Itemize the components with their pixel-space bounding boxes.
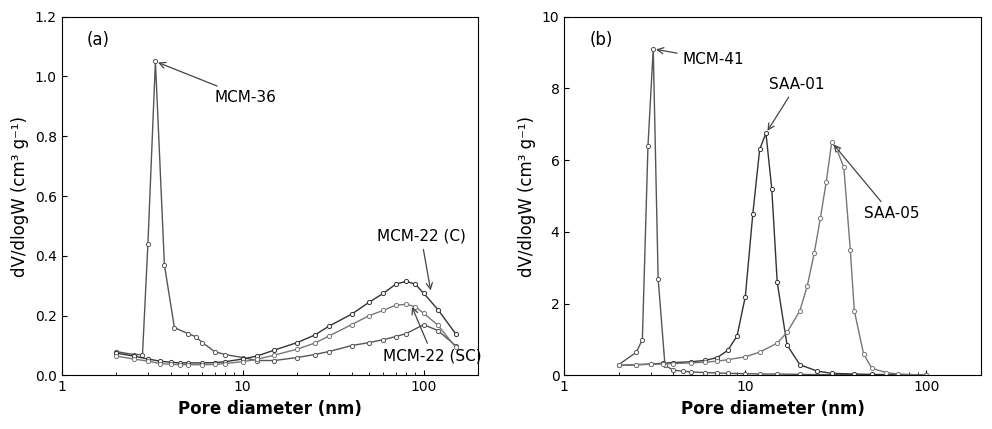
Text: MCM-22 (C): MCM-22 (C) — [377, 229, 465, 289]
Y-axis label: dV/dlogW (cm³ g⁻¹): dV/dlogW (cm³ g⁻¹) — [11, 115, 29, 277]
Text: MCM-22 (SC): MCM-22 (SC) — [384, 308, 482, 363]
Text: MCM-41: MCM-41 — [658, 48, 744, 67]
Text: SAA-01: SAA-01 — [768, 77, 824, 130]
Text: SAA-05: SAA-05 — [834, 145, 920, 221]
X-axis label: Pore diameter (nm): Pore diameter (nm) — [681, 400, 864, 418]
Y-axis label: dV/dlogW (cm³ g⁻¹): dV/dlogW (cm³ g⁻¹) — [518, 115, 537, 277]
Text: MCM-36: MCM-36 — [160, 63, 277, 105]
Text: (b): (b) — [589, 31, 613, 49]
Text: (a): (a) — [86, 31, 109, 49]
X-axis label: Pore diameter (nm): Pore diameter (nm) — [178, 400, 362, 418]
